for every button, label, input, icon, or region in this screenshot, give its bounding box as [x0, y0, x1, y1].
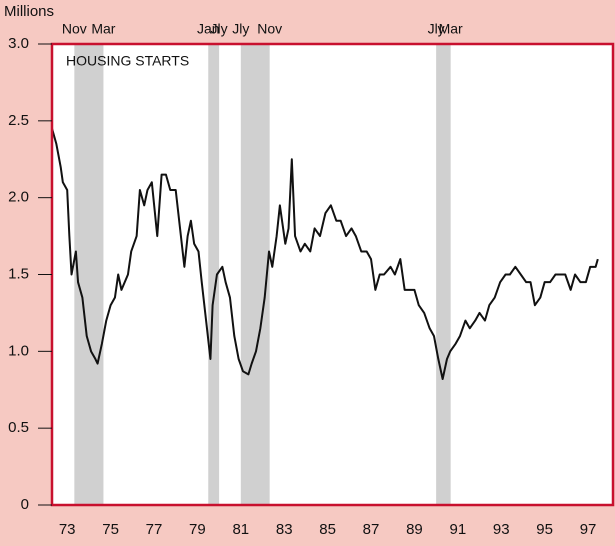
x-tick-label: 91 [449, 521, 466, 538]
y-tick-label: 1.5 [8, 265, 29, 282]
recession-end-label: Jly [211, 21, 228, 37]
y-axis-label: Millions [4, 3, 54, 20]
x-tick-label: 95 [536, 521, 553, 538]
chart-title: HOUSING STARTS [66, 53, 189, 69]
x-tick-label: 81 [232, 521, 249, 538]
x-tick-label: 75 [102, 521, 119, 538]
x-tick-label: 73 [59, 521, 76, 538]
recession-end-label: Mar [91, 21, 115, 37]
x-tick-label: 97 [580, 521, 597, 538]
y-tick-label: 1.0 [8, 342, 29, 359]
x-tick-label: 87 [363, 521, 380, 538]
x-tick-label: 89 [406, 521, 423, 538]
recession-start-label: Jly [232, 21, 249, 37]
line-series [51, 128, 599, 380]
recession-start-label: Jan [197, 21, 220, 37]
y-tick-label: 0 [21, 496, 29, 513]
y-tick-label: 2.0 [8, 189, 29, 206]
x-tick-label: 93 [493, 521, 510, 538]
recession-shade [74, 44, 104, 505]
y-tick-label: 2.5 [8, 112, 29, 129]
recession-shade [208, 44, 220, 505]
recession-end-label: Nov [257, 21, 282, 37]
x-tick-label: 85 [319, 521, 336, 538]
x-tick-label: 79 [189, 521, 206, 538]
plot-area [52, 44, 613, 505]
y-tick-label: 3.0 [8, 35, 29, 52]
recession-start-label: Jly [428, 21, 445, 37]
recession-end-label: Mar [439, 21, 463, 37]
x-tick-label: 77 [146, 521, 163, 538]
recession-shade [436, 44, 451, 505]
y-tick-label: 0.5 [8, 419, 29, 436]
x-tick-label: 83 [276, 521, 293, 538]
recession-start-label: Nov [62, 21, 87, 37]
recession-shade [240, 44, 270, 505]
